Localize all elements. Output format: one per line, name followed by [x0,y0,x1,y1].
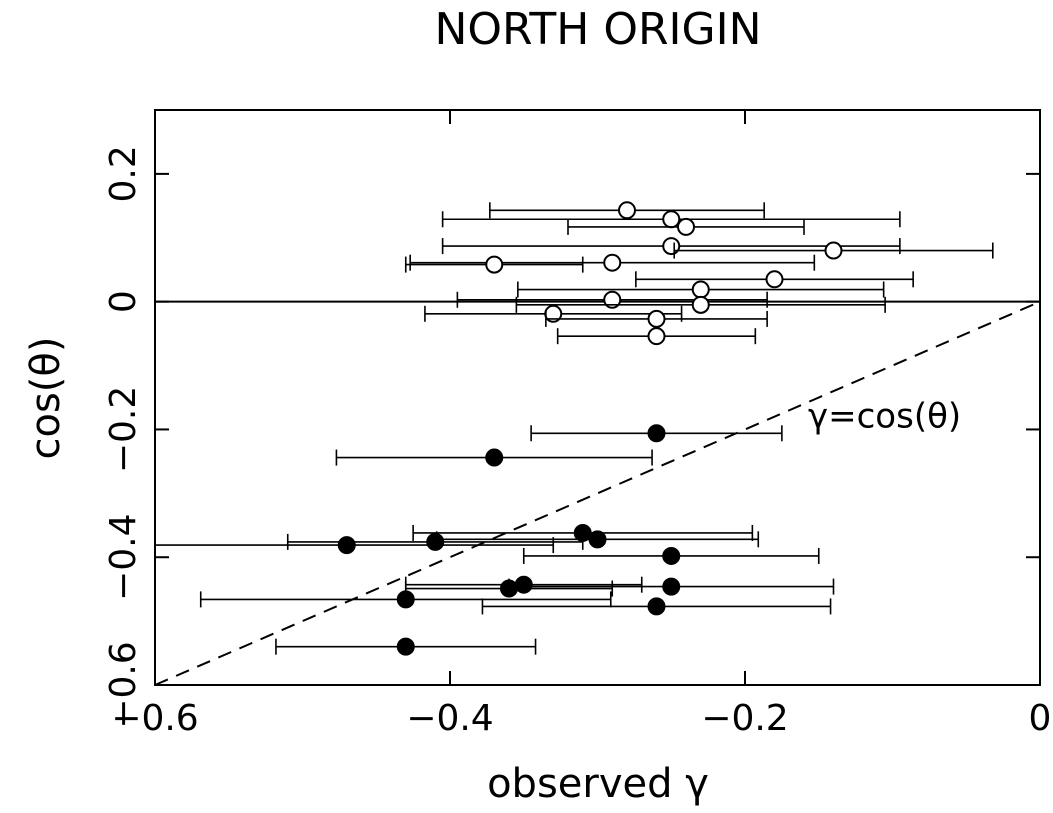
point [647,597,666,616]
point [588,530,607,549]
point [603,253,622,272]
point [514,575,533,594]
point [426,532,445,551]
point [691,295,710,314]
point [647,424,666,443]
x-tick-label: −0.6 [111,698,198,739]
y-tick-label: −0.6 [103,641,144,728]
point [396,637,415,656]
point [677,217,695,236]
point [662,577,681,596]
point [337,536,356,555]
reference-line [154,300,1041,686]
line-label: γ=cos(θ) [808,397,961,437]
y-tick-label: −0.4 [103,514,144,601]
x-tick-label: −0.4 [406,698,493,739]
point [765,270,784,289]
point [618,201,636,220]
point [824,241,843,260]
point [500,579,518,598]
point [647,327,666,346]
point [485,255,504,274]
point [662,210,681,229]
plot-frame [154,109,1041,686]
chart-title: NORTH ORIGIN [434,4,761,55]
y-tick-label: 0 [103,290,144,313]
point [662,546,681,565]
point [691,280,710,299]
y-tick-label: −0.2 [103,386,144,473]
x-axis-label: observed γ [487,761,709,807]
point [647,309,666,328]
point [396,590,415,609]
x-tick-label: 0 [1029,698,1052,739]
y-tick-label: 0.2 [103,145,144,202]
point [485,448,504,467]
y-axis-label: cos(θ) [23,337,69,460]
point [662,237,681,256]
x-tick-label: −0.2 [701,698,788,739]
point [603,290,622,309]
